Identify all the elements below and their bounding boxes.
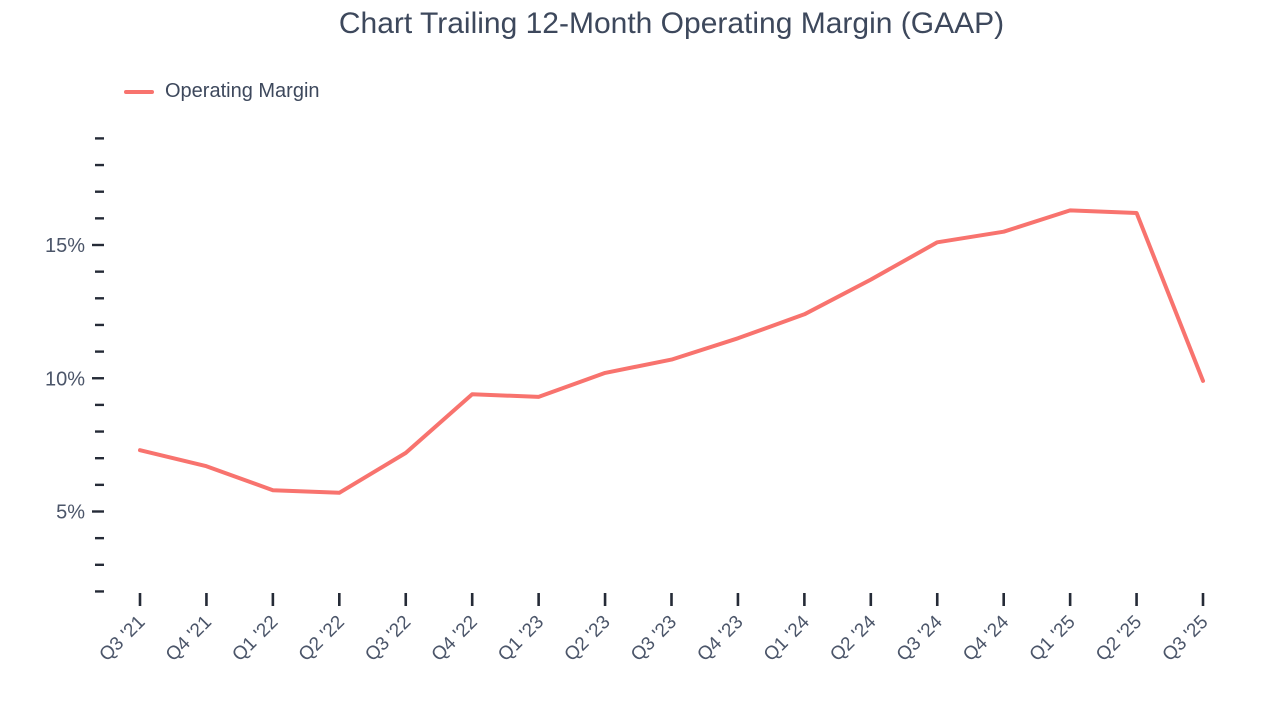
x-axis-tick-label: Q4 '24	[959, 611, 1013, 665]
x-axis-tick-label: Q1 '23	[494, 612, 548, 666]
x-axis-tick-label: Q2 '23	[561, 612, 615, 666]
x-axis-tick-label: Q2 '22	[295, 612, 349, 666]
x-axis-tick-label: Q3 '21	[96, 612, 150, 666]
y-axis-tick-label: 5%	[56, 502, 85, 524]
legend: Operating Margin	[124, 80, 320, 103]
x-axis-tick-label: Q2 '25	[1092, 612, 1146, 666]
y-axis-tick-label: 10%	[45, 368, 85, 390]
x-axis-tick-label: Q4 '21	[162, 612, 216, 666]
x-axis-tick-label: Q4 '22	[428, 612, 482, 666]
x-axis-tick-label: Q3 '22	[361, 612, 415, 666]
x-axis-tick-label: Q1 '22	[228, 612, 282, 666]
x-axis: Q3 '21 Q4 '21 Q1 '22 Q2 '22 Q3 '22 Q4 '22 Q1 '…	[96, 593, 1213, 666]
x-axis-tick-label: Q1 '25	[1026, 612, 1080, 666]
x-axis-tick-label: Q3 '24	[893, 611, 947, 665]
x-axis-tick-label: Q3 '23	[627, 612, 681, 666]
legend-line-swatch	[124, 89, 154, 94]
y-axis-tick-label: 15%	[45, 235, 85, 257]
legend-label: Operating Margin	[165, 80, 320, 102]
x-axis-tick-label: Q3 '25	[1159, 612, 1213, 666]
series-line-operating-margin	[138, 208, 1205, 495]
y-axis: 5% 10% 15%	[45, 137, 104, 593]
chart-title: Chart Trailing 12-Month Operating Margin…	[338, 7, 1005, 40]
x-axis-tick-label: Q4 '23	[693, 612, 747, 666]
x-axis-tick-label: Q1 '24	[760, 611, 814, 665]
x-axis-tick-label: Q2 '24	[826, 611, 880, 665]
series-group	[138, 208, 1205, 495]
